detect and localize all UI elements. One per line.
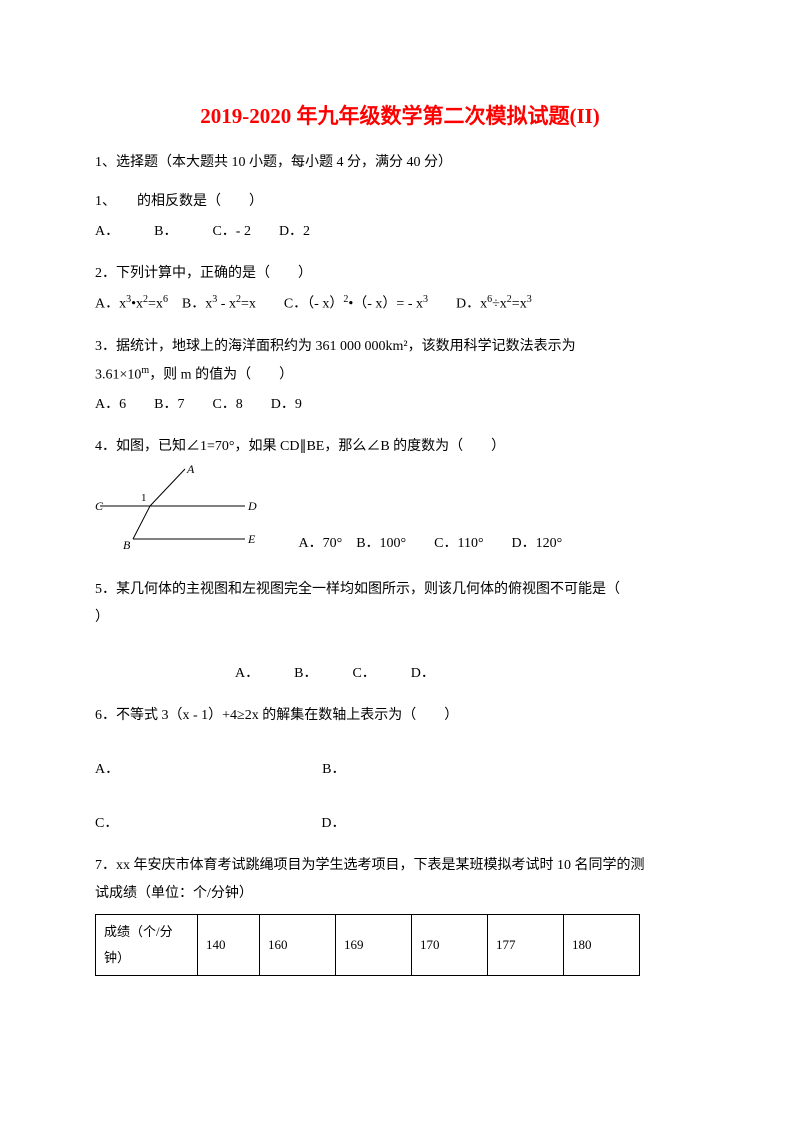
question-5: 5．某几何体的主视图和左视图完全一样均如图所示，则该几何体的俯视图不可能是（ ）… — [95, 576, 705, 688]
label-C: C — [95, 499, 104, 513]
q2-sup: 3 — [527, 294, 532, 305]
q5-line2: ） — [95, 604, 705, 632]
q6-stem: 6．不等式 3（x - 1）+4≥2x 的解集在数轴上表示为（ ） — [95, 702, 705, 730]
q1-options: A． B． C．- 2 D．2 — [95, 218, 705, 246]
q4-figure: A C D B E 1 — [95, 461, 265, 562]
table-cell: 177 — [488, 915, 564, 976]
q6-row-cd: C． D． — [95, 810, 705, 838]
q1-stem: 1、 的相反数是（ ） — [95, 188, 705, 216]
q2-stem: 2．下列计算中，正确的是（ ） — [95, 260, 705, 288]
q2-b-mid: - x — [217, 297, 236, 312]
q2-d-mid: ÷x — [492, 297, 507, 312]
question-7: 7．xx 年安庆市体育考试跳绳项目为学生选考项目，下表是某班模拟考试时 10 名… — [95, 852, 705, 976]
table-header-cell: 成绩（个/分钟） — [96, 915, 198, 976]
label-E: E — [247, 532, 256, 546]
table-cell: 140 — [198, 915, 260, 976]
q2-a-prefix: A．x — [95, 297, 126, 312]
q3-line1: 3．据统计，地球上的海洋面积约为 361 000 000km²，该数用科学记数法… — [95, 333, 705, 361]
q4-options: A．70° B．100° C．110° D．120° — [299, 530, 563, 562]
table-cell: 170 — [412, 915, 488, 976]
q7-table: 成绩（个/分钟） 140 160 169 170 177 180 — [95, 914, 640, 976]
exam-title: 2019-2020 年九年级数学第二次模拟试题(II) — [95, 100, 705, 134]
q2-options: A．x3•x2=x6 B．x3 - x2=x C．（- x）2•（- x）= -… — [95, 290, 705, 319]
q3-val: 3.61×10 — [95, 367, 141, 382]
q2-a-mid: •x — [131, 297, 143, 312]
q5-options: A． B． C． D． — [95, 660, 705, 688]
q3-tail: ，则 m 的值为（ ） — [149, 367, 293, 382]
table-row: 成绩（个/分钟） 140 160 169 170 177 180 — [96, 915, 640, 976]
table-cell: 160 — [260, 915, 336, 976]
question-6: 6．不等式 3（x - 1）+4≥2x 的解集在数轴上表示为（ ） A． B． … — [95, 702, 705, 838]
q3-line2: 3.61×10m，则 m 的值为（ ） — [95, 361, 705, 390]
table-cell: 180 — [564, 915, 640, 976]
label-A: A — [186, 462, 195, 476]
q6-row-ab: A． B． — [95, 756, 705, 784]
q2-c-mid: •（- x）= - x — [348, 297, 423, 312]
label-1: 1 — [141, 492, 147, 504]
q5-line1: 5．某几何体的主视图和左视图完全一样均如图所示，则该几何体的俯视图不可能是（ — [95, 576, 705, 604]
q2-d-prefix: D．x — [428, 297, 487, 312]
q7-line2: 试成绩（单位：个/分钟） — [95, 880, 705, 908]
label-B: B — [123, 538, 131, 551]
table-cell: 169 — [336, 915, 412, 976]
question-1: 1、 的相反数是（ ） A． B． C．- 2 D．2 — [95, 188, 705, 246]
q4-stem: 4．如图，已知∠1=70°，如果 CD∥BE，那么∠B 的度数为（ ） — [95, 433, 705, 461]
section-1-header: 1、选择题（本大题共 10 小题，每小题 4 分，满分 40 分） — [95, 152, 705, 174]
q2-a-end: =x — [148, 297, 163, 312]
q2-b-end: =x C．（- x） — [241, 297, 343, 312]
q7-line1: 7．xx 年安庆市体育考试跳绳项目为学生选考项目，下表是某班模拟考试时 10 名… — [95, 852, 705, 880]
question-3: 3．据统计，地球上的海洋面积约为 361 000 000km²，该数用科学记数法… — [95, 333, 705, 420]
label-D: D — [247, 499, 257, 513]
question-2: 2．下列计算中，正确的是（ ） A．x3•x2=x6 B．x3 - x2=x C… — [95, 260, 705, 319]
question-4: 4．如图，已知∠1=70°，如果 CD∥BE，那么∠B 的度数为（ ） A C … — [95, 433, 705, 562]
q2-d-end: =x — [512, 297, 527, 312]
q2-b-prefix: B．x — [168, 297, 212, 312]
q3-options: A．6 B．7 C．8 D．9 — [95, 391, 705, 419]
